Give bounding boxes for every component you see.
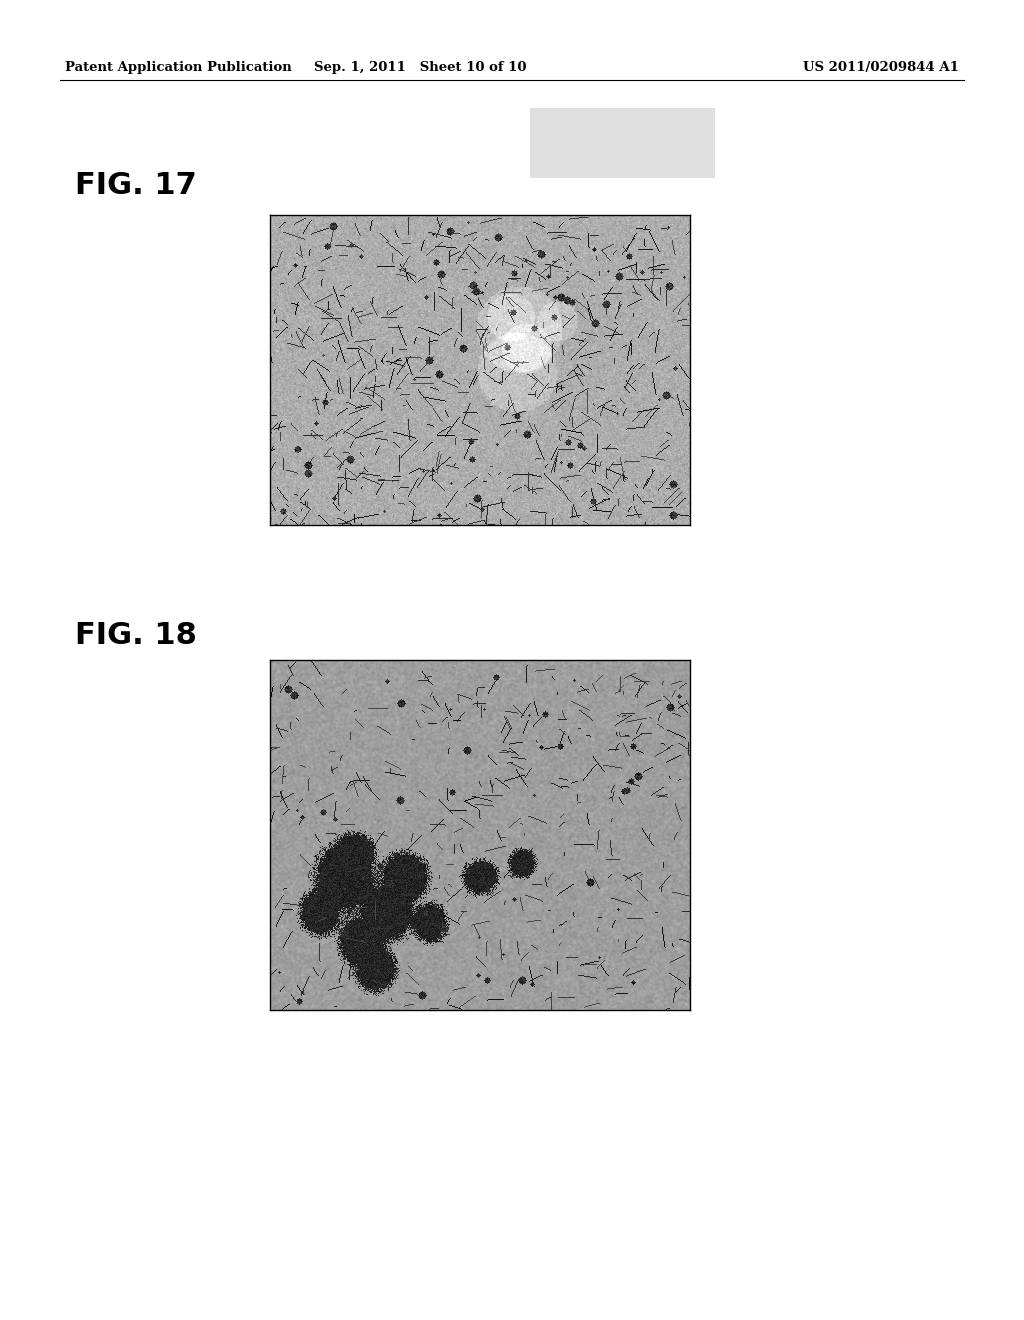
Text: FIG. 18: FIG. 18 [75,620,197,649]
Text: FIG. 17: FIG. 17 [75,170,197,199]
Text: Sep. 1, 2011   Sheet 10 of 10: Sep. 1, 2011 Sheet 10 of 10 [313,62,526,74]
Bar [530,108,715,178]
Text: Patent Application Publication: Patent Application Publication [65,62,292,74]
Text: US 2011/0209844 A1: US 2011/0209844 A1 [803,62,959,74]
